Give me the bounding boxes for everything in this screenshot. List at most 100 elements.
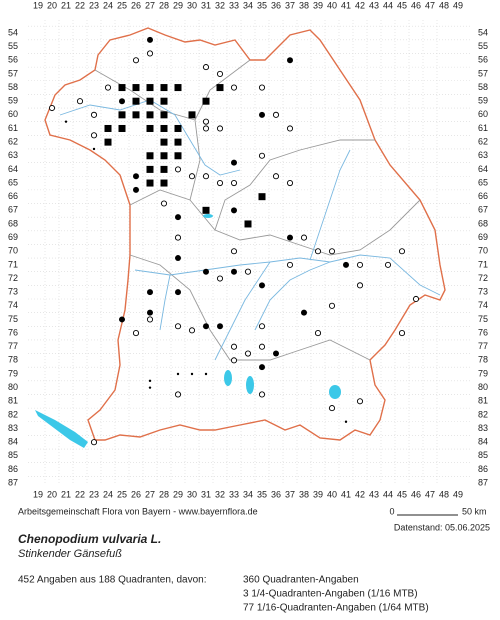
y-label-left: 59 (8, 96, 18, 106)
record-open (258, 391, 266, 398)
y-label-right: 68 (478, 218, 488, 228)
record-open (76, 98, 84, 105)
y-label-left: 74 (8, 300, 18, 310)
x-label-top: 26 (131, 0, 141, 10)
record-open (244, 268, 252, 275)
record-open (272, 173, 280, 180)
x-label-top: 36 (271, 0, 281, 10)
y-label-right: 83 (478, 423, 488, 433)
record-open (216, 125, 224, 132)
record-open (202, 173, 210, 180)
record-filled (259, 282, 265, 289)
record-open (202, 125, 210, 132)
record-open (286, 261, 294, 268)
record-dot (64, 120, 68, 123)
record-open (356, 398, 364, 405)
y-label-right: 55 (478, 41, 488, 51)
record-filled (119, 316, 125, 323)
count: 77 1/16-Quadranten-Angaben (1/64 MTB) (243, 603, 429, 614)
x-label-top: 39 (313, 0, 323, 10)
y-label-right: 57 (478, 68, 488, 78)
points (48, 36, 420, 446)
y-label-left: 57 (8, 68, 18, 78)
bavaria-border (44, 27, 446, 441)
x-label-bottom: 29 (173, 489, 183, 499)
record-filled (273, 350, 279, 357)
y-label-left: 63 (8, 150, 18, 160)
y-label-right: 75 (478, 314, 488, 324)
record-square (174, 84, 182, 92)
x-label-top: 20 (47, 0, 57, 10)
y-label-left: 84 (8, 437, 18, 447)
x-label-top: 43 (369, 0, 379, 10)
record-open (398, 330, 406, 337)
y-label-left: 79 (8, 368, 18, 378)
record-open (384, 261, 392, 268)
record-square (160, 152, 168, 160)
x-label-top: 46 (411, 0, 421, 10)
y-label-right: 69 (478, 232, 488, 242)
x-label-bottom: 20 (47, 489, 57, 499)
y-label-left: 87 (8, 477, 18, 487)
y-label-left: 81 (8, 396, 18, 406)
y-label-left: 73 (8, 287, 18, 297)
y-label-left: 75 (8, 314, 18, 324)
x-label-bottom: 26 (131, 489, 141, 499)
record-filled (343, 261, 349, 268)
y-label-left: 76 (8, 327, 18, 337)
y-label-left: 65 (8, 177, 18, 187)
record-open (90, 111, 98, 118)
y-label-right: 87 (478, 477, 488, 487)
record-square (146, 111, 154, 119)
x-label-top: 35 (257, 0, 267, 10)
y-label-right: 62 (478, 136, 488, 146)
date: Datenstand: 05.06.2025 (394, 522, 490, 532)
record-open (412, 295, 420, 303)
x-label-top: 22 (75, 0, 85, 10)
x-label-bottom: 27 (145, 489, 155, 499)
y-label-right: 60 (478, 109, 488, 119)
record-dot (148, 386, 152, 389)
record-square (132, 111, 140, 119)
y-label-right: 76 (478, 327, 488, 337)
y-label-left: 69 (8, 232, 18, 242)
record-filled (231, 159, 237, 166)
record-open (90, 439, 98, 446)
y-label-left: 82 (8, 409, 18, 419)
x-label-top: 41 (341, 0, 351, 10)
grid: 19 19 20 20 21 21 22 22 23 23 24 24 25 25 26 26 27 27 28 28… (8, 0, 488, 499)
record-filled (231, 268, 237, 275)
record-open (258, 84, 266, 91)
y-label-left: 71 (8, 259, 18, 269)
y-label-left: 55 (8, 41, 18, 51)
record-filled (147, 36, 153, 43)
x-label-bottom: 44 (383, 489, 393, 499)
record-square (118, 124, 126, 132)
x-label-top: 33 (229, 0, 239, 10)
y-label-left: 72 (8, 273, 18, 283)
record-square (146, 152, 154, 160)
common-name: Stinkender Gänsefuß (18, 548, 122, 560)
x-label-bottom: 43 (369, 489, 379, 499)
record-square (146, 165, 154, 173)
x-label-top: 38 (299, 0, 309, 10)
record-open (356, 261, 364, 268)
record-square (160, 111, 168, 119)
x-label-bottom: 31 (201, 489, 211, 499)
record-square (258, 193, 266, 201)
record-open (244, 350, 252, 357)
y-label-right: 70 (478, 246, 488, 256)
y-label-left: 64 (8, 164, 18, 174)
y-label-left: 54 (8, 27, 18, 37)
y-label-right: 71 (478, 259, 488, 269)
record-filled (301, 309, 307, 316)
x-label-top: 49 (453, 0, 463, 10)
x-label-bottom: 48 (439, 489, 449, 499)
record-open (48, 104, 56, 112)
x-label-top: 29 (173, 0, 183, 10)
record-open (328, 405, 336, 412)
y-label-right: 66 (478, 191, 488, 201)
record-filled (175, 255, 181, 262)
record-open (314, 330, 322, 337)
record-dot (176, 372, 180, 376)
